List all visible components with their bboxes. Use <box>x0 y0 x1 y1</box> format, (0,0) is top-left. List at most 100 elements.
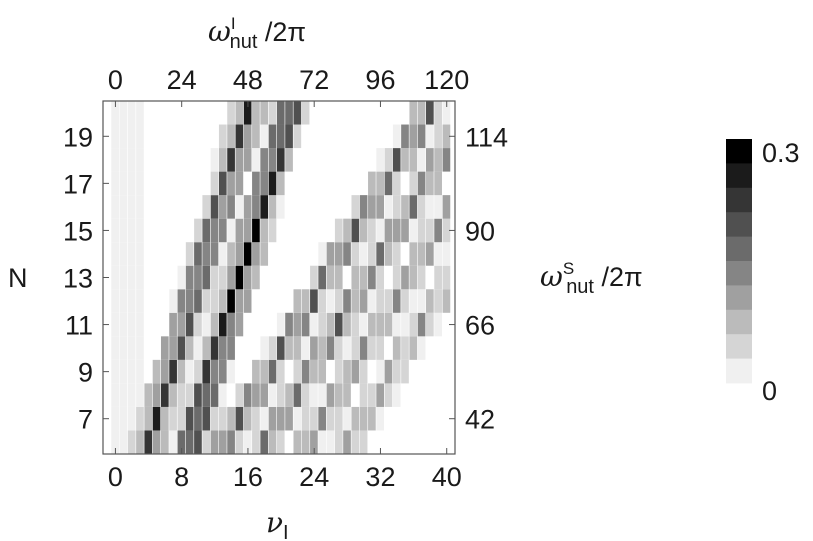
heatmap-cell <box>376 406 384 431</box>
colorbar-swatch <box>726 212 752 237</box>
colorbar-swatch <box>726 139 752 164</box>
heatmap-cell <box>442 265 451 290</box>
heatmap-cell <box>218 406 227 431</box>
heatmap-cell <box>235 218 244 243</box>
heatmap-cell <box>127 218 136 243</box>
heatmap-cell <box>276 312 285 337</box>
heatmap-cell <box>285 148 293 172</box>
colorbar-swatch <box>726 358 752 384</box>
heatmap-cell <box>227 312 235 337</box>
heatmap-cell <box>169 383 177 407</box>
heatmap-cell <box>409 265 418 290</box>
heatmap-cell <box>426 242 434 266</box>
heatmap-cell <box>392 289 401 313</box>
heatmap-cell <box>144 430 153 454</box>
heatmap-cell <box>243 430 252 454</box>
heatmap-cell <box>144 383 153 407</box>
heatmap-cell <box>160 383 169 407</box>
heatmap-cell <box>276 124 285 149</box>
heatmap-cell <box>177 430 186 454</box>
heatmap-cell <box>368 265 376 290</box>
heatmap-cell <box>202 406 211 431</box>
heatmap-cell <box>169 336 177 360</box>
heatmap-cell <box>384 195 393 219</box>
heatmap-cell <box>136 171 144 196</box>
heatmap-cell <box>368 242 376 266</box>
heatmap-cell <box>127 265 136 290</box>
heatmap-cell <box>152 383 161 407</box>
heatmap-cell <box>260 195 269 219</box>
heatmap-cell <box>252 359 260 384</box>
heatmap-cell <box>376 242 384 266</box>
heatmap-cell <box>136 195 144 219</box>
heatmap-cell <box>119 336 128 360</box>
heatmap-cell <box>442 148 451 172</box>
heatmap-cell <box>401 265 409 290</box>
heatmap-cell <box>111 312 119 337</box>
heatmap-cell <box>268 101 277 125</box>
heatmap-cell <box>210 148 219 172</box>
heatmap-cell <box>392 124 401 149</box>
heatmap-cell <box>343 242 351 266</box>
heatmap-cell <box>442 124 451 149</box>
heatmap-cell <box>243 289 252 313</box>
heatmap-cell <box>426 101 434 125</box>
heatmap-cell <box>227 148 235 172</box>
top-tick-label: 24 <box>167 65 197 95</box>
heatmap-cell <box>368 218 376 243</box>
heatmap-cell <box>160 406 169 431</box>
heatmap-cell <box>376 148 384 172</box>
colorbar-swatch <box>726 261 752 286</box>
colorbar-max-label: 0.3 <box>762 138 800 168</box>
heatmap-cell <box>252 195 260 219</box>
heatmap-cell <box>194 218 202 243</box>
heatmap-cell <box>409 218 418 243</box>
heatmap-cell <box>343 289 351 313</box>
heatmap-cell <box>293 312 302 337</box>
heatmap-cell <box>268 430 277 454</box>
heatmap-cell <box>401 312 409 337</box>
heatmap-cell <box>293 406 302 431</box>
heatmap-cell <box>268 406 277 431</box>
heatmap-cell <box>334 242 343 266</box>
heatmap-cell <box>301 101 310 125</box>
heatmap-cell <box>210 336 219 360</box>
heatmap-cell <box>260 430 269 454</box>
heatmap-cell <box>268 124 277 149</box>
heatmap-cell <box>417 336 426 360</box>
heatmap-cell <box>268 359 277 384</box>
heatmap-cell <box>252 242 260 266</box>
heatmap-cell <box>194 265 202 290</box>
heatmap-cell <box>194 359 202 384</box>
heatmap-cell <box>111 242 119 266</box>
heatmap-cell <box>169 289 177 313</box>
heatmap-cell <box>434 218 442 243</box>
left-tick-label: 11 <box>65 311 93 341</box>
heatmap-cell <box>252 171 260 196</box>
heatmap-cell <box>243 383 252 407</box>
heatmap-cell <box>252 148 260 172</box>
heatmap-cell <box>111 336 119 360</box>
bottom-axis-title: νI <box>266 506 289 541</box>
heatmap-cell <box>426 289 434 313</box>
heatmap-cell <box>152 430 161 454</box>
heatmap-cell <box>417 289 426 313</box>
heatmap-cell <box>351 430 360 454</box>
heatmap-cell <box>343 406 351 431</box>
heatmap-cell <box>136 101 144 125</box>
heatmap-cell <box>426 124 434 149</box>
heatmap-cell <box>185 336 194 360</box>
bottom-tick-label: 40 <box>432 462 462 492</box>
heatmap-cell <box>218 195 227 219</box>
heatmap-cell <box>326 406 335 431</box>
colorbar-swatch <box>726 187 752 213</box>
heatmap-cell <box>210 383 219 407</box>
heatmap-cell <box>177 312 186 337</box>
heatmap-cell <box>318 265 327 290</box>
heatmap-cell <box>127 124 136 149</box>
heatmap-cell <box>318 242 327 266</box>
heatmap-cell <box>442 242 451 266</box>
heatmap-cell <box>334 359 343 384</box>
heatmap-cell <box>285 124 293 149</box>
heatmap-cell <box>185 359 194 384</box>
